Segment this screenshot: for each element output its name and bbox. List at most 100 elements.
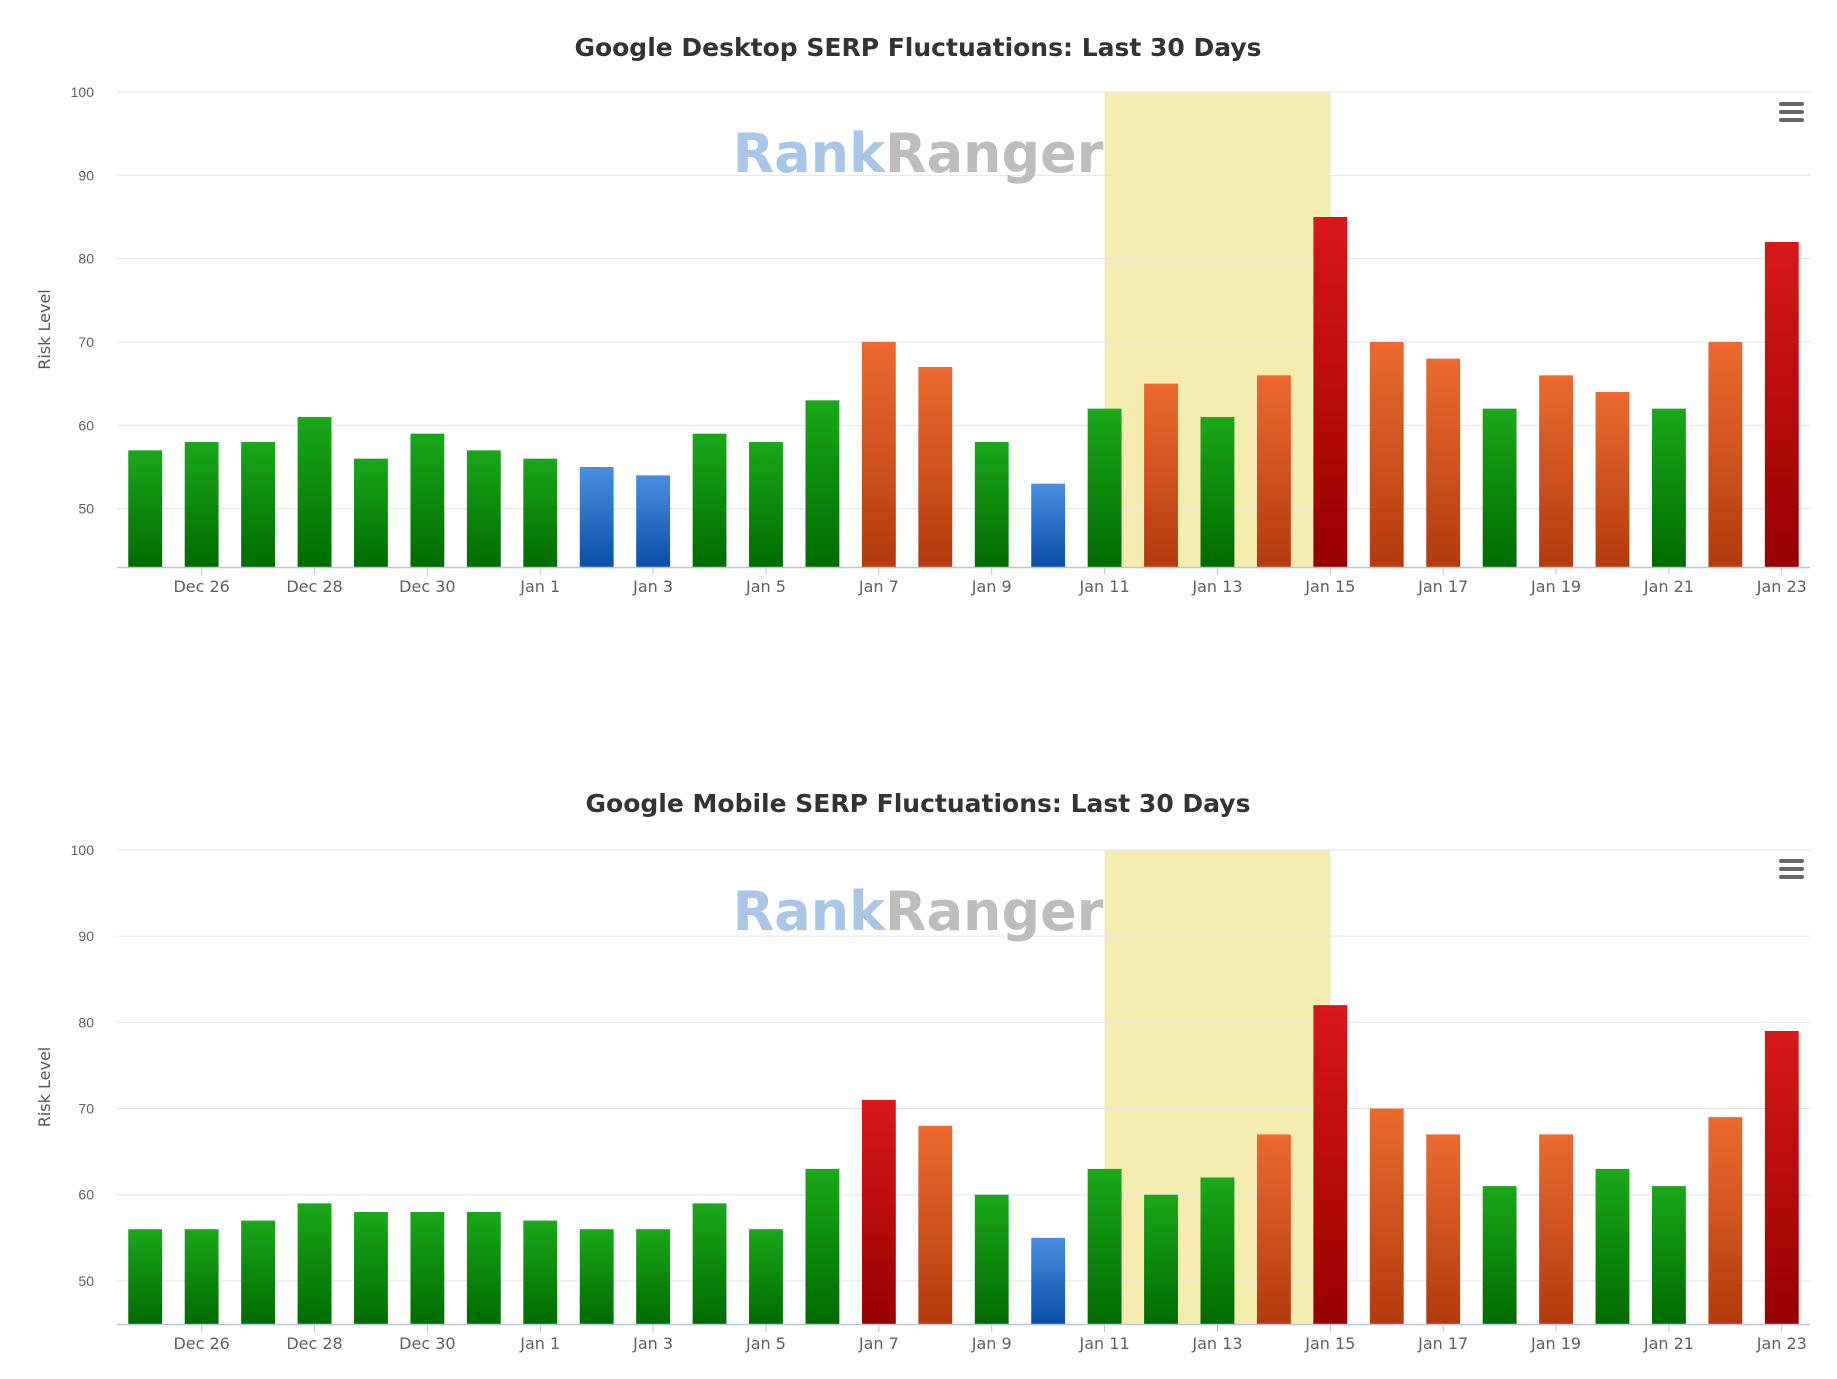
bar-jan-12[interactable] — [1144, 1194, 1178, 1324]
desktop-serp-chart: 50 60 70 80 90 100 RankRanger Dec 26 Dec 28 Dec 3… — [35, 33, 1810, 596]
bar-jan-4[interactable] — [692, 433, 727, 567]
bar-jan-1[interactable] — [523, 1220, 558, 1324]
bar-jan-11[interactable] — [1087, 1168, 1122, 1324]
bar-jan-8[interactable] — [918, 367, 953, 567]
bar-jan-10[interactable] — [1031, 483, 1066, 567]
bar-dec-27[interactable] — [241, 442, 276, 567]
bar-dec-31[interactable] — [466, 1211, 501, 1324]
bar-jan-7[interactable] — [861, 342, 896, 567]
bar-jan-14[interactable] — [1256, 375, 1291, 567]
bar-jan-22[interactable] — [1708, 1117, 1743, 1324]
x-tick-label: Jan 7 — [858, 1334, 899, 1353]
bar-jan-2[interactable] — [579, 1229, 614, 1324]
bar-jan-22[interactable] — [1708, 342, 1743, 567]
x-tick-label: Jan 23 — [1756, 577, 1807, 596]
bar-jan-16[interactable] — [1369, 342, 1404, 567]
x-tick-label: Jan 5 — [745, 577, 786, 596]
y-tick-label: 50 — [78, 501, 94, 517]
y-tick-label: 70 — [78, 1101, 94, 1117]
x-tick-label: Dec 28 — [286, 1334, 342, 1353]
x-tick-label: Jan 1 — [519, 577, 560, 596]
bar-jan-8[interactable] — [918, 1125, 953, 1324]
bar-jan-3[interactable] — [636, 475, 671, 567]
x-tick-label: Jan 19 — [1530, 577, 1581, 596]
bar-jan-2[interactable] — [579, 467, 614, 567]
x-tick-label: Jan 11 — [1079, 1334, 1130, 1353]
x-tick-label: Dec 30 — [399, 1334, 455, 1353]
x-tick-label: Dec 26 — [173, 577, 229, 596]
bar-dec-26[interactable] — [184, 1229, 219, 1324]
x-tick-label: Jan 7 — [858, 577, 899, 596]
y-tick-label: 50 — [78, 1273, 94, 1289]
bar-jan-4[interactable] — [692, 1203, 727, 1324]
bar-jan-7[interactable] — [861, 1099, 896, 1324]
x-tick-label: Jan 3 — [632, 1334, 673, 1353]
bar-jan-21[interactable] — [1651, 1186, 1686, 1324]
bar-jan-3[interactable] — [636, 1229, 671, 1324]
bar-jan-20[interactable] — [1595, 1168, 1630, 1324]
y-tick-label: 70 — [78, 334, 94, 350]
x-tick-label: Jan 17 — [1417, 1334, 1468, 1353]
bar-jan-23[interactable] — [1764, 1030, 1799, 1324]
y-tick-label: 80 — [78, 1014, 94, 1030]
bar-dec-25[interactable] — [128, 450, 163, 567]
bar-jan-23[interactable] — [1764, 242, 1799, 567]
bar-dec-30[interactable] — [410, 433, 445, 567]
bar-dec-25[interactable] — [128, 1229, 163, 1324]
bar-jan-18[interactable] — [1482, 408, 1517, 567]
bar-dec-26[interactable] — [184, 442, 219, 567]
x-tick-label: Jan 3 — [632, 577, 673, 596]
bar-jan-6[interactable] — [805, 1168, 840, 1324]
y-axis-label: Risk Level — [35, 1047, 54, 1127]
x-tick-label: Jan 21 — [1643, 1334, 1694, 1353]
bar-jan-9[interactable] — [974, 442, 1009, 567]
hamburger-menu-icon[interactable] — [1775, 98, 1809, 126]
hamburger-menu-icon[interactable] — [1775, 855, 1809, 883]
x-tick-label: Dec 26 — [173, 1334, 229, 1353]
y-tick-label: 100 — [71, 84, 95, 100]
bar-dec-31[interactable] — [466, 450, 501, 567]
bar-jan-16[interactable] — [1369, 1108, 1404, 1324]
bar-jan-10[interactable] — [1031, 1237, 1066, 1324]
bar-jan-19[interactable] — [1539, 1134, 1573, 1324]
bar-jan-20[interactable] — [1595, 392, 1630, 567]
bar-jan-15[interactable] — [1313, 217, 1348, 567]
bar-jan-13[interactable] — [1200, 417, 1235, 567]
bar-jan-17[interactable] — [1426, 358, 1461, 567]
bar-jan-14[interactable] — [1256, 1134, 1291, 1324]
bar-jan-15[interactable] — [1313, 1005, 1348, 1324]
x-tick-label: Jan 1 — [519, 1334, 560, 1353]
bar-jan-18[interactable] — [1482, 1186, 1517, 1324]
bar-jan-21[interactable] — [1651, 408, 1686, 567]
bar-jan-6[interactable] — [805, 400, 840, 567]
x-tick-label: Jan 5 — [745, 1334, 786, 1353]
bar-jan-5[interactable] — [749, 1229, 783, 1324]
y-tick-label: 60 — [78, 1187, 94, 1203]
x-tick-label: Jan 13 — [1191, 1334, 1242, 1353]
x-tick-label: Jan 19 — [1530, 1334, 1581, 1353]
x-tick-label: Jan 15 — [1304, 577, 1355, 596]
bar-dec-27[interactable] — [241, 1220, 276, 1324]
bar-dec-28[interactable] — [297, 1203, 332, 1324]
bar-dec-30[interactable] — [410, 1211, 445, 1324]
x-tick-label: Dec 28 — [286, 577, 342, 596]
bar-jan-12[interactable] — [1144, 383, 1178, 567]
y-tick-label: 90 — [78, 167, 94, 183]
y-axis-label: Risk Level — [35, 289, 54, 369]
mobile-serp-chart: 50 60 70 80 90 100 RankRanger Dec 26 Dec 28 Dec 3… — [35, 789, 1810, 1353]
x-tick-label: Jan 9 — [971, 577, 1012, 596]
bar-jan-17[interactable] — [1426, 1134, 1461, 1324]
rankranger-watermark: RankRanger — [733, 122, 1104, 185]
rankranger-watermark: RankRanger — [733, 880, 1104, 943]
bar-jan-5[interactable] — [749, 442, 783, 567]
bar-dec-29[interactable] — [354, 1211, 388, 1324]
bar-jan-1[interactable] — [523, 458, 558, 567]
bar-dec-29[interactable] — [354, 458, 388, 567]
bar-jan-19[interactable] — [1539, 375, 1573, 567]
bar-dec-28[interactable] — [297, 417, 332, 567]
bar-jan-11[interactable] — [1087, 408, 1122, 567]
x-tick-label: Jan 23 — [1756, 1334, 1807, 1353]
bar-jan-13[interactable] — [1200, 1177, 1235, 1324]
x-tick-label: Jan 17 — [1417, 577, 1468, 596]
bar-jan-9[interactable] — [974, 1194, 1009, 1324]
